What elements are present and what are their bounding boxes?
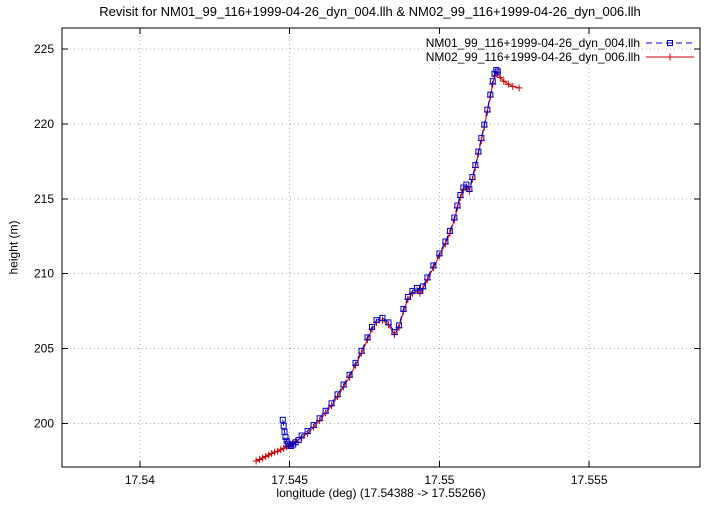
square-marker — [489, 78, 496, 85]
series-line — [282, 69, 499, 447]
square-marker — [328, 400, 335, 407]
square-marker — [358, 347, 365, 354]
square-marker — [481, 121, 488, 128]
square-marker — [667, 40, 673, 46]
square-marker — [404, 293, 411, 300]
square-marker — [395, 322, 402, 329]
tick-labels: 17.54 17.545 17.55 17.555 200 205 210 215 220 225 — [34, 42, 608, 487]
square-marker — [310, 422, 317, 429]
tick-marks — [62, 28, 700, 467]
series-line — [255, 71, 520, 462]
legend-label: NM01_99_116+1999-04-26_dyn_004.llh — [426, 36, 640, 50]
x-tick-label: 17.54 — [125, 473, 155, 487]
series-NM02_99_116+1999-04-26_dyn_006.llh — [252, 68, 523, 465]
legend: NM01_99_116+1999-04-26_dyn_004.llhNM02_9… — [426, 36, 694, 64]
square-marker — [379, 314, 386, 321]
square-marker — [298, 432, 305, 439]
square-marker — [282, 434, 289, 441]
square-marker — [385, 319, 392, 326]
square-marker — [475, 148, 482, 155]
square-marker — [340, 381, 347, 388]
square-marker — [391, 329, 398, 336]
legend-label: NM02_99_116+1999-04-26_dyn_006.llh — [426, 50, 640, 64]
square-marker — [430, 262, 437, 269]
square-marker — [280, 422, 287, 429]
square-marker — [436, 250, 443, 257]
plot-border — [61, 27, 701, 468]
square-marker — [364, 334, 371, 341]
y-tick-label: 215 — [34, 192, 54, 206]
x-axis-label: longitude (deg) (17.54388 -> 17.55266) — [276, 486, 486, 500]
square-marker — [442, 238, 449, 245]
chart-title: Revisit for NM01_99_116+1999-04-26_dyn_0… — [99, 4, 641, 19]
square-marker — [346, 371, 353, 378]
x-tick-label: 17.545 — [271, 473, 308, 487]
square-marker — [373, 317, 380, 324]
square-marker — [419, 283, 426, 290]
square-marker — [322, 407, 329, 414]
series-NM01_99_116+1999-04-26_dyn_004.llh — [279, 66, 501, 450]
y-tick-label: 205 — [34, 342, 54, 356]
square-marker — [469, 174, 476, 181]
square-marker — [369, 323, 376, 330]
grid — [62, 28, 700, 467]
x-tick-label: 17.55 — [424, 473, 454, 487]
y-tick-label: 210 — [34, 267, 54, 281]
x-tick-label: 17.555 — [571, 473, 608, 487]
square-marker — [352, 359, 359, 366]
square-marker — [494, 68, 501, 75]
square-marker — [334, 391, 341, 398]
square-marker — [451, 214, 458, 221]
y-tick-label: 200 — [34, 417, 54, 431]
square-marker — [454, 202, 461, 209]
square-marker — [472, 162, 479, 169]
square-marker — [316, 415, 323, 422]
square-marker — [304, 428, 311, 435]
y-tick-label: 225 — [34, 42, 54, 56]
square-marker — [487, 91, 494, 98]
square-marker — [457, 192, 464, 199]
square-marker — [484, 106, 491, 113]
square-marker — [493, 66, 500, 73]
square-marker — [478, 135, 485, 142]
square-marker — [446, 228, 453, 235]
square-marker — [424, 274, 431, 281]
square-marker — [400, 305, 407, 312]
square-marker — [466, 186, 473, 193]
y-tick-label: 220 — [34, 117, 54, 131]
square-marker — [279, 416, 286, 423]
